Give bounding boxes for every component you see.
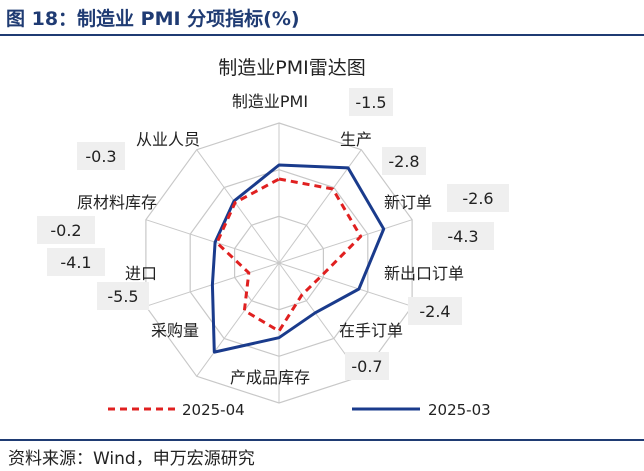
difference-box (447, 184, 509, 212)
series-line-2025-04 (215, 177, 363, 333)
difference-box (77, 142, 125, 170)
difference-value: -2.8 (388, 152, 419, 171)
category-label: 新出口订单 (384, 264, 464, 283)
footer-rule (0, 439, 644, 441)
difference-box (97, 282, 149, 310)
category-label: 生产 (340, 130, 372, 149)
category-label: 新订单 (384, 193, 432, 212)
grid-spoke (196, 149, 280, 264)
series-line-2025-03 (210, 163, 386, 354)
category-label: 从业人员 (136, 130, 200, 149)
difference-values: -1.5 -2.8 -2.6 -4.3 -2.4 -0.7 -4.1 -5.5 -0.2 -0.3 (37, 88, 509, 380)
figure-title: 图 18：制造业 PMI 分项指标(%) (6, 8, 300, 30)
difference-value: -5.5 (107, 287, 138, 306)
chart-title: 制造业PMI雷达图 (218, 57, 365, 79)
difference-value: -0.7 (351, 357, 382, 376)
difference-value: -1.5 (355, 93, 386, 112)
difference-value: -0.2 (50, 221, 81, 240)
difference-box (345, 352, 389, 380)
difference-box (432, 222, 494, 250)
source-note: 资料来源：Wind，申万宏源研究 (8, 449, 255, 469)
difference-box (47, 248, 105, 276)
radar-series (210, 163, 386, 354)
difference-value: -2.4 (419, 302, 450, 321)
legend-label: 2025-03 (428, 401, 491, 419)
category-label: 进口 (125, 264, 157, 283)
legend: 2025-04 2025-03 (108, 401, 491, 419)
category-label: 在手订单 (339, 321, 403, 340)
category-label: 原材料库存 (77, 193, 157, 212)
difference-box (382, 147, 426, 175)
category-label: 制造业PMI (232, 92, 308, 111)
header-rule (0, 34, 644, 36)
grid-spoke (145, 219, 280, 264)
category-label: 产成品库存 (230, 368, 310, 387)
difference-value: -0.3 (85, 147, 116, 166)
difference-box (37, 216, 95, 244)
difference-box (408, 297, 462, 325)
grid-spoke (278, 219, 413, 264)
difference-value: -4.1 (60, 253, 91, 272)
difference-value: -4.3 (447, 227, 478, 246)
grid-spoke (278, 262, 413, 307)
difference-box (349, 88, 393, 116)
difference-value: -2.6 (462, 189, 493, 208)
legend-label: 2025-04 (182, 401, 245, 419)
grid-spoke (196, 262, 280, 377)
category-label: 采购量 (151, 321, 199, 340)
